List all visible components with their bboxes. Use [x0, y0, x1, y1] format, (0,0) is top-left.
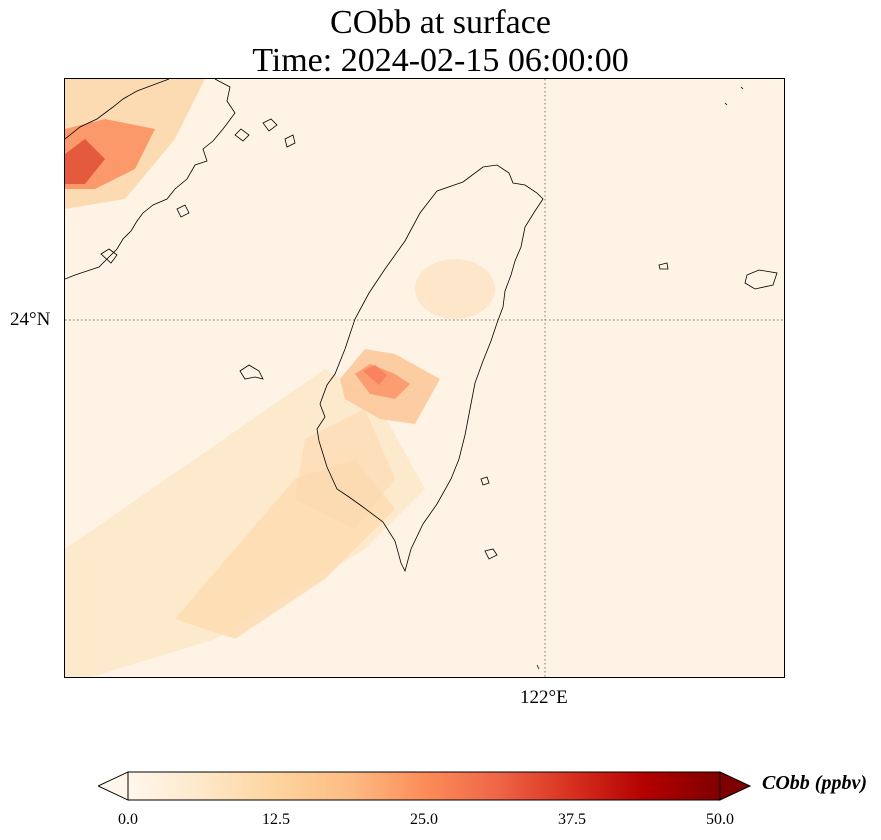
colorbar-tick-label: 25.0 [410, 811, 438, 828]
colorbar-tick-label: 0.0 [118, 811, 138, 828]
colorbar-tick-label: 37.5 [558, 811, 586, 828]
colorbar-extend-low [98, 771, 129, 801]
island-south-dot [536, 664, 540, 670]
latitude-tick-label: 24°N [10, 309, 51, 330]
colorbar-title: CObb (ppbv) [762, 772, 867, 794]
island-penghu [239, 364, 264, 380]
concentration-field [65, 79, 495, 677]
colorbar-tick-label: 12.5 [262, 811, 290, 828]
colorbar [98, 771, 752, 801]
colorbar-extend-high [719, 771, 752, 801]
taiwan-coastline [316, 164, 544, 573]
hotspot-northwest-peak [65, 139, 105, 184]
island-orchid [484, 548, 498, 560]
coastlines [65, 79, 778, 670]
colorbar-tick-label: 50.0 [706, 811, 734, 828]
map-panel [64, 78, 785, 678]
island-yonaguni [744, 269, 778, 290]
map-time-subtitle: Time: 2024-02-15 06:00:00 [252, 42, 629, 79]
map-canvas [65, 79, 784, 677]
colorbar-bar [127, 771, 721, 801]
china-coastline [65, 79, 236, 280]
plume-coast-band [295, 409, 395, 529]
island-northeast-dots [724, 86, 744, 106]
island-green [480, 476, 490, 486]
longitude-tick-label: 122°E [520, 687, 568, 708]
hotspot-central-peak [363, 365, 387, 385]
hotspot-north-faint [415, 259, 495, 319]
china-islands [100, 118, 296, 264]
island-east-small [658, 262, 669, 270]
map-title: CObb at surface [330, 4, 551, 41]
